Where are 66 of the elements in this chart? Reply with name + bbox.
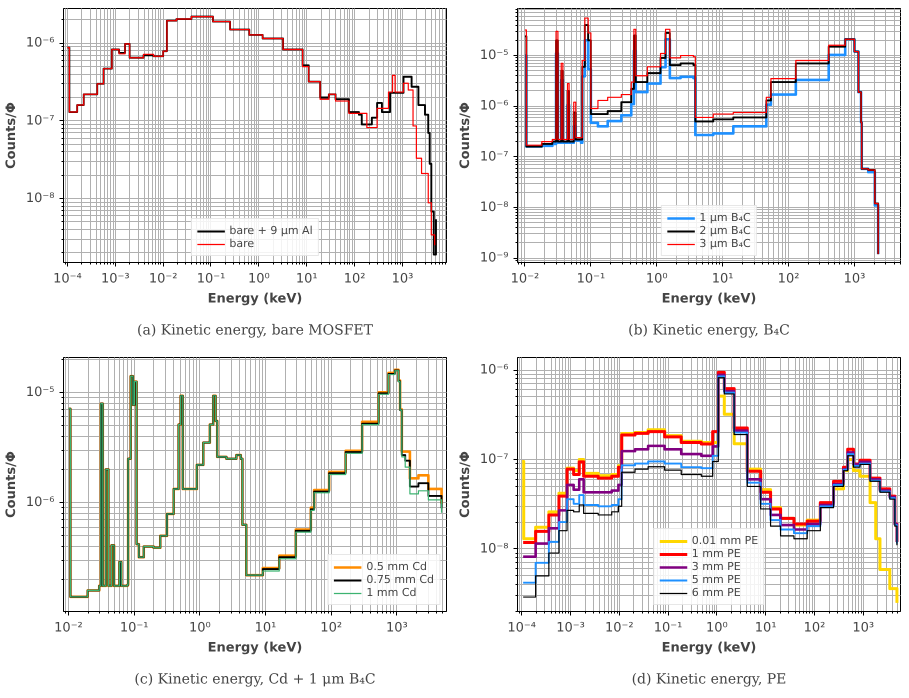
legend-label: 1 mm PE [692, 547, 741, 560]
x-tick-label: 10² [804, 620, 826, 636]
x-tick-label: 10¹ [712, 272, 734, 286]
x-tick-label: 10² [344, 272, 366, 286]
x-tick-label: 10⁰ [646, 272, 668, 286]
x-tick-label: 10⁻² [148, 272, 178, 286]
x-axis-title: Energy (keV) [662, 640, 756, 656]
y-axis-title: Counts/Φ [4, 451, 19, 518]
x-tick-label: 10³ [392, 272, 414, 286]
y-tick-label: 10⁻⁸ [26, 191, 55, 206]
y-tick-label: 10⁻⁷ [480, 149, 509, 164]
y-axis-title: Counts/Φ [458, 102, 473, 169]
x-tick-label: 10⁻⁴ [53, 272, 82, 286]
x-tick-label: 10⁻⁴ [507, 620, 536, 636]
x-tick-label: 10⁻¹ [654, 620, 682, 636]
legend-label: 3 mm PE [692, 560, 741, 573]
x-tick-label: 10⁻² [510, 272, 540, 286]
text: (a) Kinetic energy, bare MOSFET [137, 322, 374, 338]
x-tick-label: 10⁻³ [556, 620, 585, 636]
x-tick-label: 10¹ [296, 272, 318, 286]
x-tick-label: 10⁻¹ [196, 272, 226, 286]
y-axis-title: Counts/Φ [458, 451, 473, 518]
x-tick-label: 10¹ [254, 620, 276, 636]
x-tick-label: 10³ [386, 620, 408, 636]
x-tick-label: 10² [778, 272, 800, 286]
y-tick-label: 10⁻⁸ [480, 200, 509, 215]
y-axis-title: Counts/Φ [4, 102, 19, 169]
y-tick-label: 10⁻⁶ [480, 98, 509, 114]
y-tick-label: 10⁻⁹ [480, 250, 509, 266]
legend-label: 1 mm Cd [366, 586, 416, 599]
x-tick-label: 10¹ [754, 620, 777, 636]
text: (b) Kinetic energy, B₄C [628, 322, 790, 338]
x-axis-title: Energy (keV) [208, 640, 302, 656]
y-tick-label: 10⁻⁸ [480, 541, 509, 556]
x-tick-label: 10⁻¹ [120, 620, 148, 636]
y-tick-label: 10⁻⁶ [26, 36, 55, 51]
x-tick-label: 10⁻² [54, 620, 83, 636]
legend-label: 1 µm B₄C [699, 211, 751, 224]
x-axis-title: Energy (keV) [208, 292, 302, 306]
text: (d) Kinetic energy, PE [632, 672, 786, 688]
y-tick-label: 10⁻⁵ [480, 48, 509, 64]
x-tick-label: 10⁻³ [100, 272, 130, 286]
y-tick-label: 10⁻⁷ [26, 113, 55, 128]
x-tick-label: 10⁻¹ [576, 272, 606, 286]
x-tick-label: 10³ [844, 272, 866, 286]
y-tick-label: 10⁻⁷ [480, 452, 509, 467]
x-tick-label: 10⁰ [188, 620, 211, 636]
legend-label: 0.75 mm Cd [366, 573, 434, 586]
legend-label: 0.5 mm Cd [366, 560, 427, 573]
x-axis-title: Energy (keV) [662, 292, 756, 306]
x-tick-label: 10⁰ [706, 620, 728, 636]
legend-label: bare [229, 237, 254, 250]
legend-label: 3 µm B₄C [699, 237, 751, 250]
x-tick-label: 10⁰ [248, 272, 270, 286]
legend-label: bare + 9 µm Al [229, 224, 313, 237]
legend-label: 6 mm PE [692, 586, 741, 599]
x-tick-label: 10⁻² [604, 620, 634, 636]
y-tick-label: 10⁻⁶ [480, 362, 509, 378]
x-tick-label: 10² [320, 620, 342, 636]
y-tick-label: 10⁻⁶ [26, 495, 55, 510]
y-tick-label: 10⁻⁵ [26, 384, 55, 400]
legend-label: 5 mm PE [692, 573, 741, 586]
x-tick-label: 10³ [852, 620, 874, 636]
legend-label: 2 µm B₄C [699, 224, 751, 237]
legend-label: 0.01 mm PE [692, 534, 758, 547]
text: (c) Kinetic energy, Cd + 1 μm B₄C [134, 672, 376, 688]
